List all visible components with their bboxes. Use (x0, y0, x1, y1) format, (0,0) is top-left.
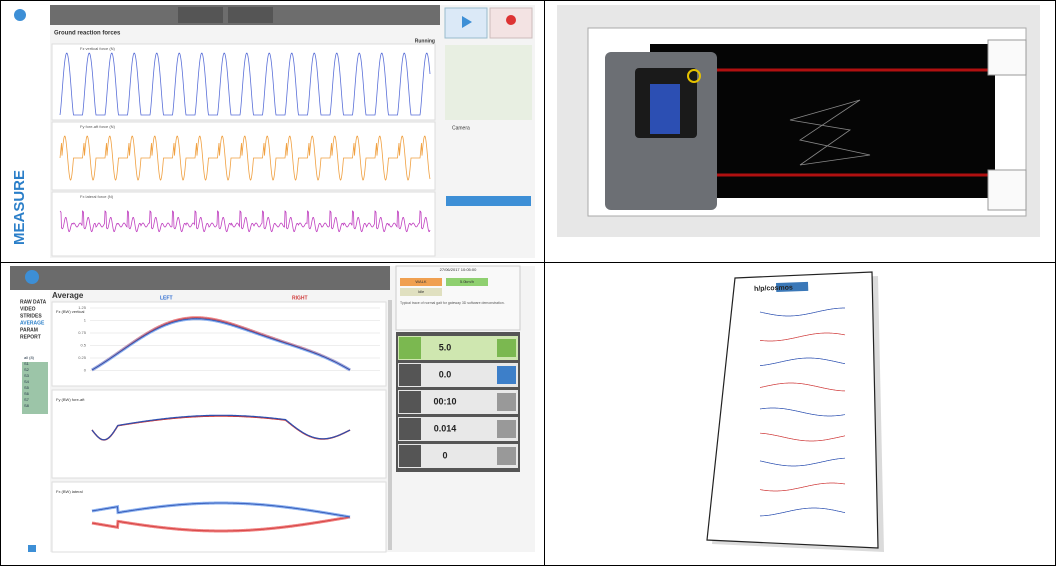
metric-value: 0.014 (434, 423, 457, 433)
camera-label: Camera (452, 125, 470, 131)
section-title: Ground reaction forces (54, 31, 121, 37)
logo (14, 9, 26, 21)
metric-unit (497, 393, 516, 411)
metric-icon (399, 418, 421, 440)
plot-panel (52, 302, 386, 386)
metric-value: 00:10 (433, 396, 456, 406)
section-title: Average (52, 291, 84, 300)
subject: S8 (24, 403, 30, 408)
menu-item: PARAM (20, 327, 38, 333)
menu-item: AVERAGE (20, 320, 45, 326)
y-tick-label: 0.75 (78, 330, 87, 335)
control-panel (445, 45, 532, 120)
top-bar (10, 5, 440, 25)
paper-photo: h/p/cosmos (707, 272, 884, 552)
display (650, 84, 680, 134)
metric-unit (497, 339, 516, 357)
plot-title: Fy fore-aft force (N) (80, 124, 116, 129)
plot-panel (52, 390, 386, 478)
plot-title: Fy (BW) fore-aft (56, 397, 85, 402)
subject: S4 (24, 379, 30, 384)
metric-unit (497, 447, 516, 465)
metric-icon (399, 391, 421, 413)
metric-icon (399, 364, 421, 386)
subject: S2 (24, 367, 30, 372)
logo (25, 270, 39, 284)
average-screen: Average LEFT RIGHT 27/06/2017 10:05:00 R… (10, 266, 535, 552)
status: Running (415, 38, 435, 44)
menu-button[interactable] (28, 545, 36, 552)
menu-item: VIDEO (20, 306, 36, 312)
date: 27/06/2017 10:05:00 (440, 267, 477, 272)
left-label: LEFT (160, 295, 173, 301)
status-box (178, 7, 223, 23)
plot-title: Fx lateral force (N) (80, 194, 114, 199)
mode-label: 5.0km/h (460, 279, 474, 284)
subject: all (8) (24, 355, 35, 360)
metric-unit (497, 366, 516, 384)
plot-panel (52, 192, 435, 256)
side-label: MEASURE (11, 170, 28, 245)
metric-value: 5.0 (439, 342, 452, 352)
stimulation-bar (446, 196, 531, 206)
plot-panel (52, 482, 386, 552)
mode-label: Idle (418, 289, 425, 294)
metric-value: 0.0 (439, 369, 452, 379)
metric-unit (497, 420, 516, 438)
menu-item: REPORT (20, 334, 41, 340)
measure-screen: MEASURE Ground reaction forces Running C… (10, 5, 535, 258)
right-label: RIGHT (292, 295, 308, 301)
scrollbar[interactable] (388, 300, 392, 550)
record-icon (506, 15, 516, 25)
corner (988, 40, 1026, 75)
plot-panel (52, 122, 435, 190)
subject: S7 (24, 397, 30, 402)
subject: S3 (24, 373, 30, 378)
status-box (228, 7, 273, 23)
metric-icon (399, 337, 421, 359)
metric-icon (399, 445, 421, 467)
subject: S5 (24, 385, 30, 390)
plot-title: Fz vertical force (N) (80, 46, 116, 51)
subject: S1 (24, 361, 30, 366)
menu-item: RAW DATA (20, 299, 47, 305)
session-panel (396, 266, 520, 330)
mode-label: WALK (415, 279, 427, 284)
treadmill-photo (557, 5, 1040, 237)
corner (988, 170, 1026, 210)
y-tick-label: 0.5 (80, 343, 86, 348)
y-tick-label: 0.25 (78, 355, 87, 360)
menu-item: STRIDES (20, 313, 42, 319)
header-bar (10, 266, 390, 290)
y-tick-label: 1.25 (78, 305, 87, 310)
note: Typical trace of normal gait for gateway… (400, 301, 505, 305)
page: MEASURE Ground reaction forces Running C… (0, 0, 1056, 566)
plot-title: Fx (BW) lateral (56, 489, 83, 494)
logo: h/p/cosmos (754, 284, 793, 292)
subject: S6 (24, 391, 30, 396)
metric-value: 0 (442, 450, 447, 460)
